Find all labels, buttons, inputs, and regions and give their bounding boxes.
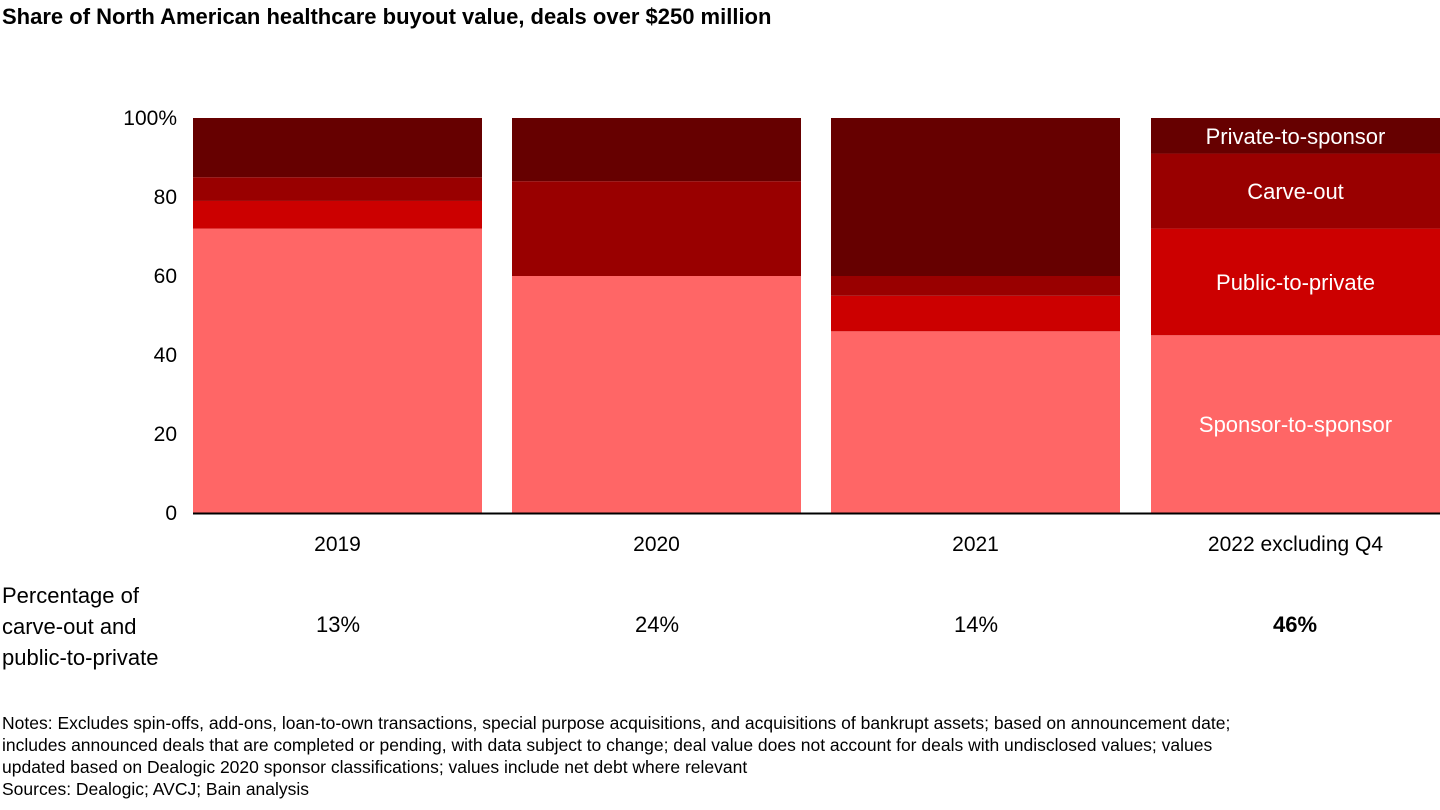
bar-segment [1151,153,1440,229]
summary-row-label-line: Percentage of [2,583,139,608]
x-tick-label: 2019 [314,533,361,556]
summary-value-2022: 46% [1272,612,1318,637]
bar-segment [512,181,801,276]
x-tick-label: 2020 [633,533,680,556]
summary-value-2021: 14% [953,612,999,637]
notes-line: updated based on Dealogic 2020 sponsor c… [2,757,748,777]
notes-line: includes announced deals that are comple… [2,735,1213,755]
bar-segment [831,118,1120,276]
y-tick-label: 40 [154,344,177,367]
y-tick-label: 80 [154,186,177,209]
bar-segment [193,177,482,201]
segment-label: Carve-out [1247,179,1344,204]
y-tick-label: 60 [154,265,177,288]
bar-segment [512,118,801,182]
bar-segment [1151,228,1440,336]
bar-segment [831,276,1120,296]
bar-segment [193,200,482,229]
y-tick-label: 100% [123,107,177,130]
sources-line: Sources: Dealogic; AVCJ; Bain analysis [2,779,310,799]
summary-row-label-line: carve-out and [2,614,137,639]
segment-label: Public-to-private [1216,270,1375,295]
bar-segment [1151,118,1440,154]
bar-segment [193,118,482,178]
segment-label: Sponsor-to-sponsor [1199,412,1392,437]
segment-label: Private-to-sponsor [1206,124,1386,149]
stacked-bar-chart: 0 20 40 60 80 100% 2019 2020 2021 Sponsor-to-spon… [123,107,1440,556]
bar-segment [831,295,1120,332]
bar-segment [193,228,482,513]
x-tick-label: 2021 [952,533,999,556]
summary-value-2020: 24% [634,612,680,637]
bar-segment [1151,335,1440,513]
summary-row-label: Percentage of carve-out and public-to-pr… [2,580,202,673]
summary-row-label-line: public-to-private [2,645,159,670]
summary-value-2019: 13% [315,612,361,637]
notes-line: Notes: Excludes spin-offs, add-ons, loan… [2,713,1231,733]
notes: Notes: Excludes spin-offs, add-ons, loan… [2,712,1438,800]
bar-segment [512,276,801,513]
chart-title: Share of North American healthcare buyou… [2,4,772,29]
y-tick-label: 20 [154,423,177,446]
x-tick-label: 2022 excluding Q4 [1208,533,1383,556]
bar-segment [831,331,1120,513]
y-tick-label: 0 [165,502,177,525]
